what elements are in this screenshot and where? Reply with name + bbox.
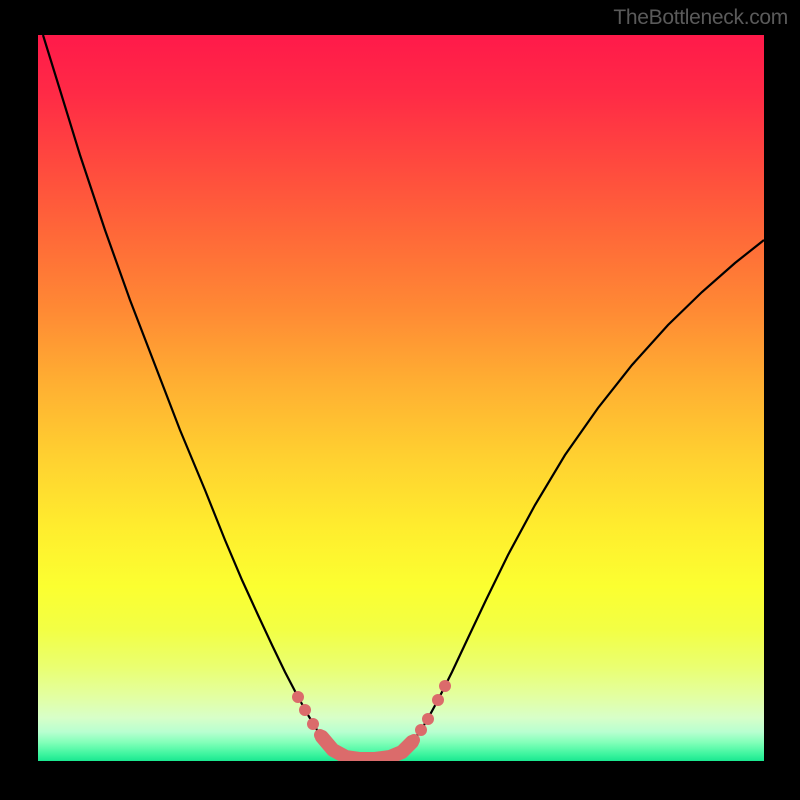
- marker-dot: [299, 704, 311, 716]
- marker-dot: [307, 718, 319, 730]
- marker-dot: [408, 734, 420, 746]
- marker-dot: [432, 694, 444, 706]
- watermark-text: TheBottleneck.com: [613, 6, 788, 30]
- marker-dot: [292, 691, 304, 703]
- marker-dot: [314, 729, 326, 741]
- plot-background: [38, 35, 764, 761]
- marker-dot: [422, 713, 434, 725]
- bottleneck-chart: [0, 0, 800, 800]
- marker-dot: [415, 724, 427, 736]
- marker-dot: [439, 680, 451, 692]
